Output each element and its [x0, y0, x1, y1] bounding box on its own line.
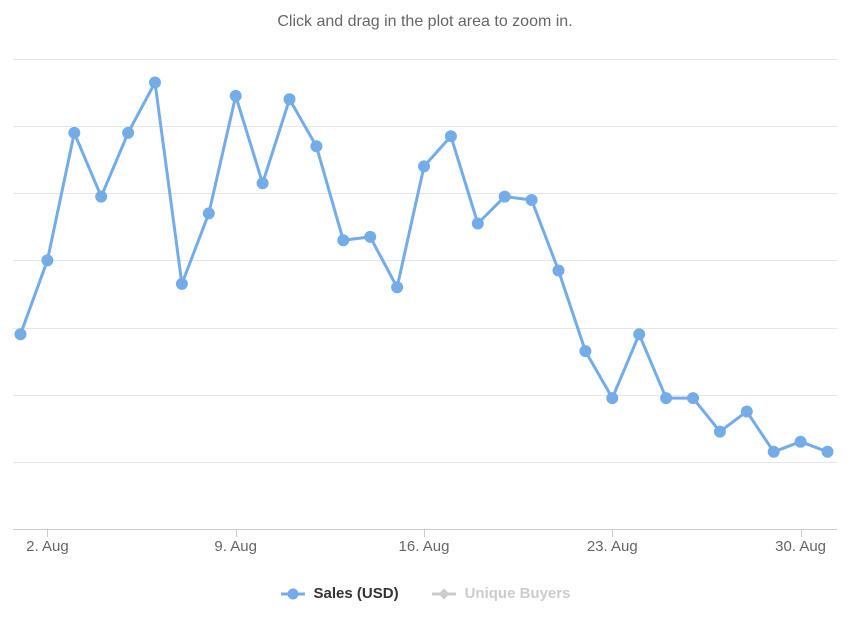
data-point-marker[interactable]	[364, 230, 377, 243]
sales-series-marker-icon	[280, 588, 305, 599]
data-point-marker[interactable]	[391, 281, 404, 294]
data-point-marker[interactable]	[310, 140, 323, 153]
data-point-marker[interactable]	[606, 392, 619, 405]
data-point-marker[interactable]	[41, 254, 54, 267]
legend-label-unique-buyers: Unique Buyers	[464, 585, 571, 602]
legend-item-sales[interactable]: Sales (USD)	[280, 585, 399, 602]
chart-title: Click and drag in the plot area to zoom …	[277, 13, 573, 30]
data-point-marker[interactable]	[202, 207, 215, 220]
data-point-marker[interactable]	[713, 425, 726, 438]
x-axis-label: 30. Aug	[775, 538, 826, 555]
data-point-marker[interactable]	[95, 190, 108, 203]
data-point-marker[interactable]	[283, 93, 296, 106]
data-point-marker[interactable]	[740, 405, 753, 418]
data-point-marker[interactable]	[794, 435, 807, 448]
data-point-marker[interactable]	[149, 76, 161, 89]
data-point-marker[interactable]	[660, 392, 673, 405]
data-point-marker[interactable]	[337, 234, 350, 247]
legend-item-unique-buyers[interactable]: Unique Buyers	[431, 585, 571, 602]
data-point-marker[interactable]	[767, 445, 780, 458]
data-point-marker[interactable]	[256, 177, 269, 190]
unique-buyers-series-marker-icon	[431, 588, 456, 599]
data-point-marker[interactable]	[633, 328, 646, 341]
data-point-marker[interactable]	[687, 392, 699, 405]
legend: Sales (USD) Unique Buyers	[0, 585, 850, 602]
data-point-marker[interactable]	[471, 217, 484, 230]
data-point-marker[interactable]	[498, 190, 511, 203]
data-point-marker[interactable]	[552, 264, 565, 277]
data-point-marker[interactable]	[68, 126, 81, 139]
data-point-marker[interactable]	[525, 194, 538, 206]
series-line	[19, 81, 829, 454]
data-point-marker[interactable]	[175, 277, 188, 290]
plot-area[interactable]: 2. Aug 9. Aug 16. Aug 23. Aug 30. Aug	[0, 0, 850, 570]
x-axis-label: 2. Aug	[26, 538, 69, 555]
x-axis-label: 23. Aug	[587, 538, 638, 555]
data-point-marker[interactable]	[122, 126, 135, 139]
x-axis-label: 16. Aug	[399, 538, 450, 555]
data-point-marker[interactable]	[579, 345, 592, 358]
data-point-marker[interactable]	[821, 445, 834, 458]
data-point-marker[interactable]	[14, 328, 27, 341]
x-axis-label: 9. Aug	[214, 538, 257, 555]
legend-label-sales: Sales (USD)	[313, 585, 399, 602]
data-point-marker[interactable]	[229, 89, 242, 102]
data-point-marker[interactable]	[418, 160, 430, 173]
data-point-marker[interactable]	[444, 130, 457, 143]
